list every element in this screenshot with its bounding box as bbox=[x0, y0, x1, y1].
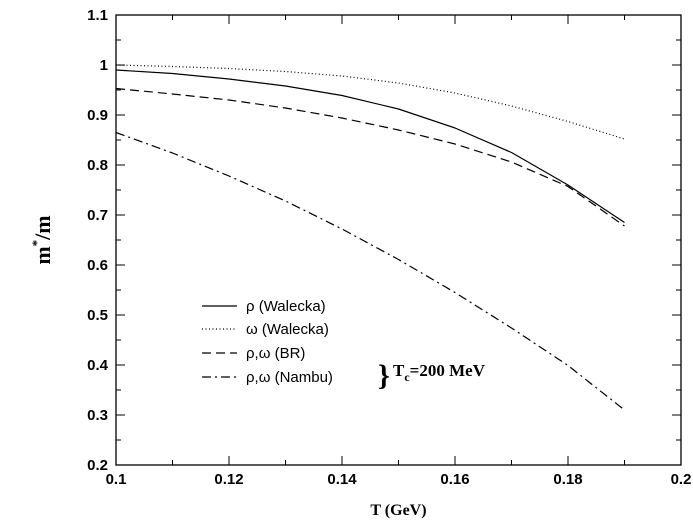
y-axis-title: m*/m bbox=[29, 215, 55, 264]
x-tick-label: 0.16 bbox=[440, 471, 469, 488]
plot-frame bbox=[115, 14, 682, 466]
legend: ρ (Walecka) ω (Walecka) ρ,ω (BR) ρ,ω (Na… bbox=[202, 298, 486, 392]
y-tick-label: 1 bbox=[100, 57, 108, 74]
y-tick-label: 1.1 bbox=[87, 7, 108, 24]
tc-annotation-sub: c bbox=[404, 370, 410, 384]
y-tick-label: 0.6 bbox=[87, 257, 108, 274]
x-tick-label: 0.12 bbox=[214, 471, 243, 488]
y-tick-label: 0.7 bbox=[87, 207, 108, 224]
x-axis-title: T (GeV) bbox=[370, 502, 426, 519]
x-tick-label: 0.18 bbox=[553, 471, 582, 488]
x-tick-label: 0.1 bbox=[106, 471, 127, 488]
tick-labels: 0.1 0.12 0.14 0.16 0.18 0.2 0.2 0.3 0.4 0.5 0.6 0.7… bbox=[87, 7, 691, 488]
y-tick-label: 0.4 bbox=[87, 357, 109, 374]
x-tick-label: 0.14 bbox=[327, 471, 357, 488]
tc-annotation-main: T bbox=[393, 361, 405, 380]
series-line-2 bbox=[115, 64, 625, 140]
y-tick-label: 0.8 bbox=[87, 157, 108, 174]
ticks bbox=[115, 14, 682, 466]
series-lines bbox=[115, 64, 625, 411]
y-tick-label: 0.3 bbox=[87, 407, 108, 424]
y-axis-title-tail: /m bbox=[30, 215, 55, 240]
y-axis-title-sup: * bbox=[29, 240, 44, 247]
series-line-1 bbox=[115, 69, 625, 223]
x-tick-label: 0.2 bbox=[671, 471, 692, 488]
y-tick-label: 0.9 bbox=[87, 107, 108, 124]
tc-annotation: Tc=200 MeV bbox=[393, 361, 486, 384]
tc-annotation-tail: =200 MeV bbox=[410, 361, 486, 380]
legend-label-br: ρ,ω (BR) bbox=[246, 345, 305, 362]
y-axis-title-main: m bbox=[30, 246, 55, 264]
legend-label-rho-walecka: ρ (Walecka) bbox=[246, 298, 326, 315]
legend-label-omega-walecka: ω (Walecka) bbox=[246, 321, 329, 338]
series-line-3 bbox=[115, 87, 625, 227]
series-line-4 bbox=[115, 131, 625, 411]
y-tick-label: 0.2 bbox=[87, 457, 108, 474]
legend-brace: } bbox=[378, 359, 390, 392]
y-tick-label: 0.5 bbox=[87, 307, 108, 324]
legend-label-nambu: ρ,ω (Nambu) bbox=[246, 369, 333, 386]
